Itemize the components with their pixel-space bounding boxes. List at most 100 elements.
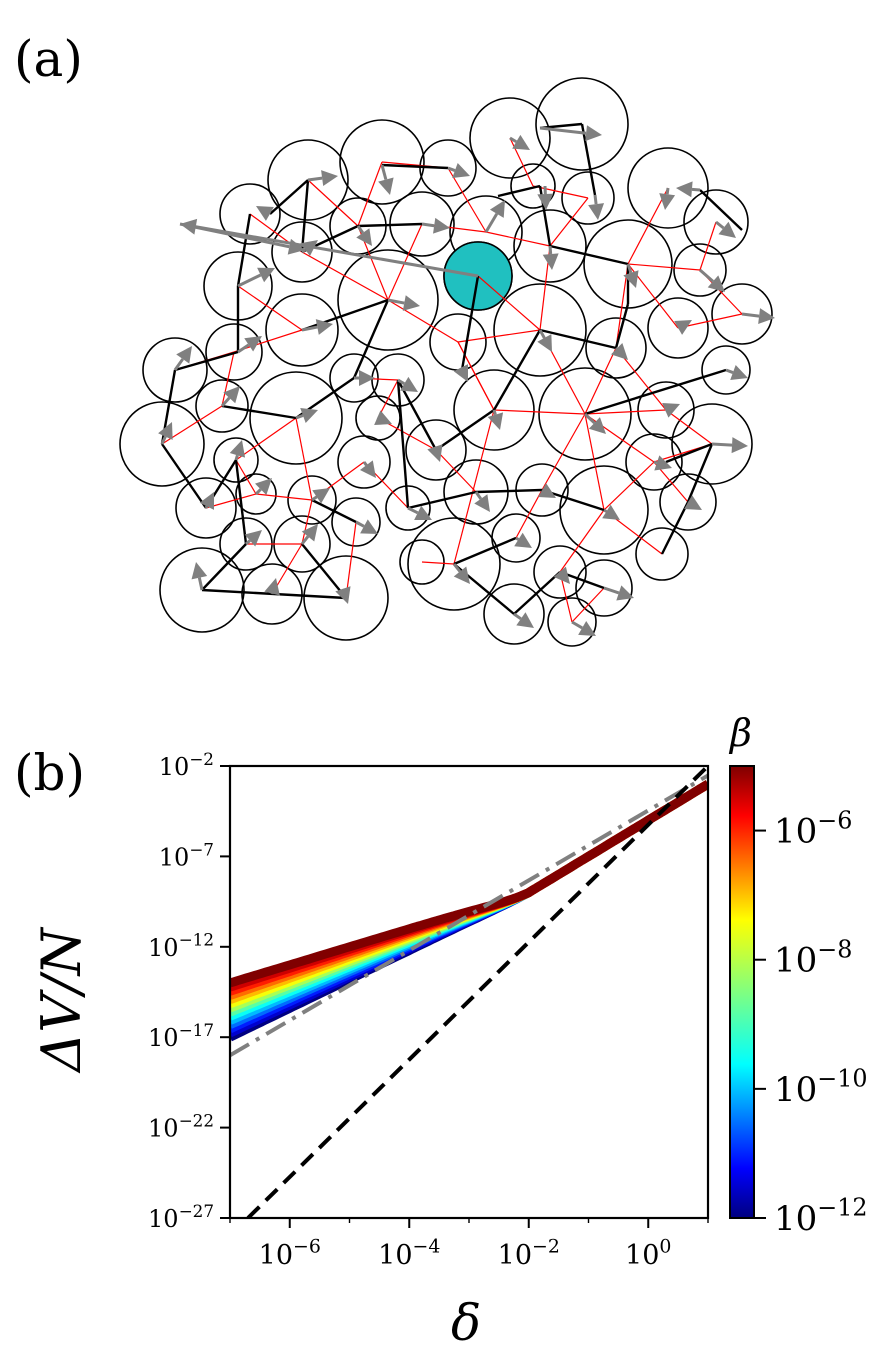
displacement-arrow — [264, 578, 280, 596]
displacement-arrow — [191, 562, 208, 591]
black-edge — [311, 498, 357, 524]
displacement-arrow — [447, 163, 470, 179]
displacement-arrow — [256, 206, 274, 221]
displacement-arrow — [537, 185, 554, 210]
red-edge — [677, 313, 743, 329]
displacement-arrow — [453, 364, 468, 382]
displacement-arrow — [427, 444, 443, 462]
red-edge — [301, 251, 389, 301]
displacement-arrow — [509, 134, 530, 150]
particle-circle — [142, 337, 208, 403]
red-edge — [295, 417, 313, 501]
displacement-arrow — [179, 222, 305, 255]
particle-circle — [249, 371, 343, 465]
y-tick-label: 10−22 — [148, 1111, 214, 1143]
black-edge — [396, 379, 410, 509]
black-edge — [300, 179, 310, 253]
particle-circle — [175, 477, 237, 539]
red-edge — [435, 449, 477, 493]
particle-circle — [701, 345, 751, 395]
colorbar-label: β — [728, 711, 752, 755]
displacement-arrow — [571, 620, 596, 636]
displacement-arrow — [452, 563, 470, 584]
particle-network-diagram — [119, 77, 775, 647]
black-edge — [492, 329, 542, 411]
x-axis-label: δ — [451, 1294, 481, 1352]
panel-label-a: (a) — [14, 30, 83, 88]
red-edge — [627, 187, 669, 265]
red-edge — [205, 493, 257, 509]
particle-circle — [469, 97, 551, 179]
x-tick-label: 10−4 — [378, 1236, 440, 1271]
particle-circle — [303, 555, 389, 641]
red-edge — [457, 329, 541, 343]
colorbar-ticks: 10−6 10−8 10−10 10−12 — [754, 806, 868, 1239]
displacement-arrow — [387, 295, 420, 311]
particle-circle — [547, 597, 597, 647]
y-axis-label: ΔV/N — [30, 927, 93, 1074]
displacement-arrow — [583, 412, 606, 434]
particle-circle — [533, 545, 587, 599]
particle-circle — [385, 485, 431, 531]
black-edge — [665, 442, 713, 464]
displacement-arrow — [676, 181, 701, 198]
black-edge — [357, 222, 423, 228]
displacement-arrow — [220, 386, 240, 408]
displacement-arrow — [662, 402, 680, 418]
displacement-arrows — [158, 125, 775, 636]
displacement-arrow — [378, 164, 394, 195]
red-edge — [357, 161, 383, 227]
black-edge — [352, 299, 390, 379]
displacement-arrow — [553, 566, 570, 584]
red-edge — [345, 521, 357, 599]
black-edge — [201, 543, 247, 591]
displacement-arrow — [741, 308, 775, 325]
particle-circle — [337, 249, 439, 351]
displacement-arrow — [537, 329, 552, 352]
displacement-arrow — [355, 519, 378, 534]
particle-circle — [159, 547, 245, 633]
particle-circle — [419, 139, 477, 197]
particle-circle — [453, 369, 535, 451]
black-edge — [301, 298, 389, 332]
displacement-arrow — [407, 505, 432, 520]
black-edge — [236, 213, 252, 287]
particle-circle — [371, 353, 425, 407]
red-edge — [477, 275, 541, 331]
black-edge — [460, 275, 480, 371]
red-edge — [307, 179, 359, 227]
black-edge — [396, 379, 438, 451]
displacement-arrow — [603, 585, 634, 601]
black-edge — [453, 536, 517, 566]
colorbar-tick-label: 10−10 — [774, 1065, 868, 1110]
black-edge — [580, 123, 597, 196]
red-edge — [237, 285, 303, 331]
displacement-arrow — [356, 225, 372, 246]
black-edge — [407, 490, 477, 510]
red-edge — [559, 509, 605, 573]
particle-circle — [535, 77, 629, 171]
black-edge — [660, 501, 690, 555]
particle-circle — [241, 563, 303, 625]
red-edge — [301, 499, 313, 545]
particle-circle — [407, 517, 501, 611]
black-edge — [161, 443, 207, 509]
black-edge — [201, 588, 347, 600]
colorbar-tick-label: 10−12 — [774, 1194, 868, 1239]
displacement-arrow — [711, 437, 748, 454]
particle-circle — [510, 163, 556, 209]
displacement-arrow — [173, 346, 192, 371]
displacement-arrow — [199, 492, 214, 510]
black-force-edges — [160, 122, 743, 615]
particle-circle — [265, 293, 339, 367]
red-edge — [421, 561, 455, 565]
displacement-arrow — [300, 240, 318, 256]
displacement-arrow — [474, 491, 490, 512]
beta-curves — [230, 780, 708, 1042]
x-tick-label: 10−6 — [259, 1236, 321, 1271]
particle-circles — [119, 77, 773, 647]
black-edge — [549, 244, 629, 266]
black-edge — [234, 459, 248, 545]
red-edge — [235, 417, 297, 461]
